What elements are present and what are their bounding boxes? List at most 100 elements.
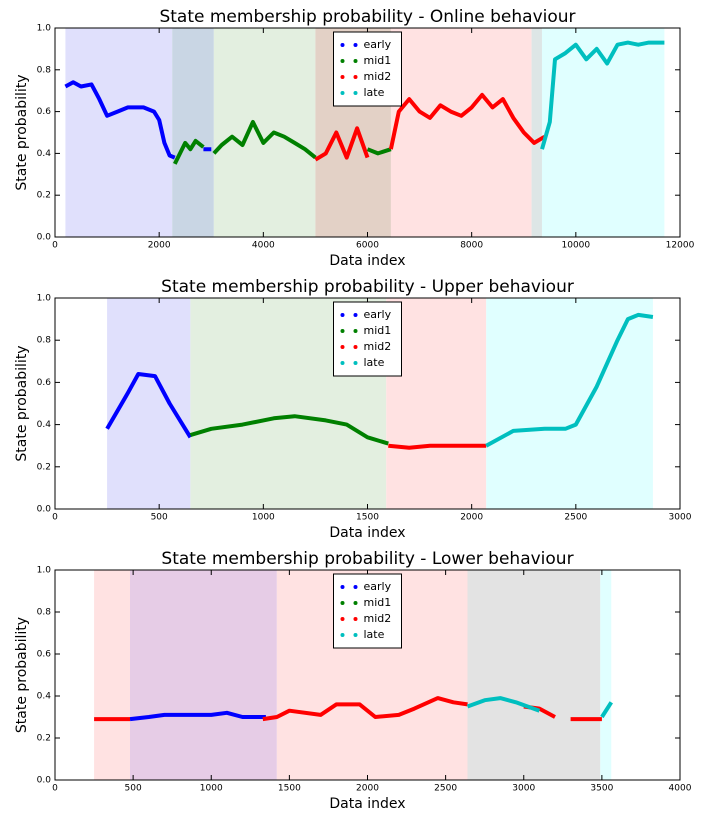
y-axis-label: State probability — [14, 617, 30, 733]
x-tick-label: 2000 — [148, 241, 171, 251]
y-tick-label: 0.2 — [37, 734, 51, 744]
legend-label: late — [364, 628, 385, 641]
series-line — [189, 414, 389, 446]
subplot: 0 500 1000 1500 2000 2500 3000 3500 4000 0.0 0.2 0.… — [14, 549, 692, 812]
y-tick-label: 1.0 — [37, 566, 52, 576]
x-tick-label: 8000 — [460, 241, 483, 251]
legend: early mid1 mid2 late — [333, 573, 402, 649]
series-line — [314, 92, 546, 162]
y-tick-label: 0.2 — [37, 462, 51, 472]
legend-marker — [340, 313, 345, 317]
shaded-span — [94, 570, 130, 780]
x-tick-label: 2500 — [434, 784, 457, 794]
legend-marker — [340, 43, 345, 47]
shaded-span — [486, 298, 653, 509]
legend-marker — [340, 601, 345, 605]
series-line — [540, 40, 665, 150]
x-tick-label: 4000 — [669, 784, 692, 794]
x-tick-label: 1500 — [278, 784, 301, 794]
x-axis-label: Data index — [329, 253, 405, 269]
series-line — [105, 372, 193, 439]
legend-marker — [340, 633, 345, 637]
shaded-span — [541, 28, 665, 237]
shaded-span — [213, 28, 316, 237]
legend-marker — [340, 59, 345, 63]
x-axis-label: Data index — [329, 525, 405, 541]
legend-marker — [353, 601, 358, 605]
x-tick-label: 10000 — [562, 241, 591, 251]
legend-box — [333, 573, 402, 649]
y-tick-label: 0.6 — [37, 378, 52, 388]
legend-marker — [353, 75, 358, 79]
x-tick-label: 2000 — [460, 513, 483, 523]
x-axis-label: Data index — [329, 796, 405, 809]
legend-marker — [340, 91, 345, 95]
y-tick-label: 0.4 — [37, 149, 52, 159]
y-tick-label: 0.2 — [37, 191, 51, 201]
legend-label: mid2 — [364, 612, 392, 625]
legend-label: early — [364, 38, 392, 51]
chart-title: State membership probability - Lower beh… — [161, 549, 573, 569]
x-tick-label: 1500 — [356, 513, 379, 523]
y-tick-label: 0.8 — [37, 65, 52, 75]
legend-label: mid1 — [364, 54, 392, 67]
y-tick-label: 0.6 — [37, 650, 52, 660]
legend-label: mid2 — [364, 70, 392, 83]
legend-marker — [340, 361, 345, 365]
y-tick-label: 1.0 — [37, 294, 52, 304]
series-line — [173, 120, 392, 165]
x-tick-label: 2500 — [564, 513, 587, 523]
series-line — [94, 696, 602, 722]
x-tick-label: 3500 — [590, 784, 613, 794]
legend-marker — [353, 585, 358, 589]
legend-label: early — [364, 580, 392, 593]
x-tick-label: 12000 — [666, 241, 695, 251]
x-tick-label: 1000 — [252, 513, 275, 523]
shaded-span — [600, 570, 612, 780]
x-tick-label: 500 — [125, 784, 142, 794]
legend-marker — [340, 75, 345, 79]
y-tick-label: 0.4 — [37, 692, 52, 702]
legend-marker — [340, 585, 345, 589]
legend-label: mid2 — [364, 340, 392, 353]
legend-label: late — [364, 86, 385, 99]
y-tick-label: 0.0 — [37, 776, 52, 786]
legend-marker — [353, 345, 358, 349]
subplot: 0 2000 4000 6000 8000 10000 12000 0.0 0.2 0.4 0.6 0… — [14, 7, 695, 269]
shaded-span — [467, 570, 601, 780]
legend-marker — [353, 617, 358, 621]
shaded-span — [386, 298, 487, 509]
x-tick-label: 500 — [151, 513, 168, 523]
y-tick-label: 0.0 — [37, 505, 52, 515]
x-tick-label: 4000 — [252, 241, 275, 251]
legend-marker — [353, 313, 358, 317]
legend-marker — [353, 91, 358, 95]
legend-marker — [353, 59, 358, 63]
y-axis-label: State probability — [14, 74, 30, 190]
legend-label: mid1 — [364, 596, 392, 609]
y-tick-label: 0.0 — [37, 233, 52, 243]
legend-label: late — [364, 356, 385, 369]
legend-marker — [353, 361, 358, 365]
y-tick-label: 0.8 — [37, 336, 52, 346]
x-tick-label: 0 — [52, 513, 58, 523]
series-line — [64, 80, 212, 160]
y-axis-label: State probability — [14, 345, 30, 461]
legend-box — [333, 31, 402, 107]
legend-marker — [353, 633, 358, 637]
x-tick-label: 0 — [52, 784, 58, 794]
x-tick-label: 3000 — [512, 784, 535, 794]
legend-box — [333, 301, 402, 377]
shaded-span — [65, 28, 173, 237]
legend-marker — [340, 329, 345, 333]
subplot: 0 500 1000 1500 2000 2500 3000 0.0 0.2 0.4 0.6 0.8 1… — [14, 277, 692, 541]
legend-marker — [340, 617, 345, 621]
shaded-span — [130, 570, 277, 780]
legend: early mid1 mid2 late — [333, 31, 402, 107]
y-tick-label: 0.4 — [37, 420, 52, 430]
shaded-span — [172, 28, 214, 237]
chart-title: State membership probability - Upper beh… — [161, 277, 574, 297]
series-line — [466, 696, 613, 719]
legend-label: mid1 — [364, 324, 392, 337]
